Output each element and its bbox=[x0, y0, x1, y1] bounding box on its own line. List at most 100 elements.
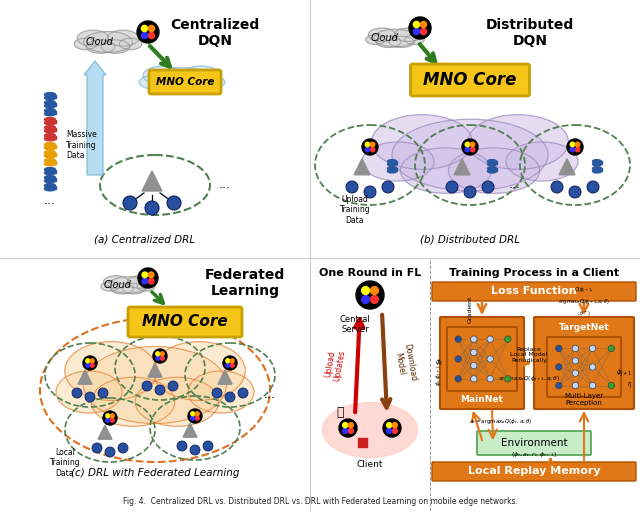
Circle shape bbox=[371, 296, 378, 303]
Ellipse shape bbox=[387, 160, 397, 163]
Ellipse shape bbox=[56, 371, 122, 413]
Circle shape bbox=[575, 148, 580, 152]
Ellipse shape bbox=[83, 346, 227, 424]
Ellipse shape bbox=[151, 68, 213, 93]
Circle shape bbox=[110, 418, 114, 422]
Circle shape bbox=[142, 381, 152, 391]
Ellipse shape bbox=[86, 40, 115, 53]
Polygon shape bbox=[218, 370, 232, 384]
Circle shape bbox=[342, 423, 348, 428]
Circle shape bbox=[356, 281, 384, 309]
Circle shape bbox=[504, 336, 511, 342]
Circle shape bbox=[455, 336, 461, 342]
Ellipse shape bbox=[394, 28, 422, 42]
Circle shape bbox=[567, 139, 583, 155]
Circle shape bbox=[572, 382, 579, 389]
Circle shape bbox=[106, 418, 109, 422]
Ellipse shape bbox=[387, 170, 397, 173]
Ellipse shape bbox=[45, 118, 56, 122]
Text: Download
Model: Download Model bbox=[392, 342, 418, 383]
Ellipse shape bbox=[488, 167, 497, 170]
Circle shape bbox=[155, 385, 165, 395]
Ellipse shape bbox=[45, 93, 56, 97]
Text: Multi-Layer
Perception: Multi-Layer Perception bbox=[564, 393, 604, 406]
Ellipse shape bbox=[153, 342, 245, 400]
Circle shape bbox=[371, 142, 375, 146]
Ellipse shape bbox=[401, 148, 492, 193]
Circle shape bbox=[191, 416, 195, 420]
Ellipse shape bbox=[372, 115, 472, 169]
Circle shape bbox=[587, 181, 599, 193]
FancyBboxPatch shape bbox=[128, 307, 242, 337]
Circle shape bbox=[86, 363, 90, 367]
Ellipse shape bbox=[45, 168, 56, 172]
Text: $\phi_j, \phi_{j+1}$: $\phi_j, \phi_{j+1}$ bbox=[435, 364, 445, 386]
Circle shape bbox=[105, 447, 115, 457]
Text: TargetNet: TargetNet bbox=[559, 323, 609, 332]
Text: Local
Training
Data: Local Training Data bbox=[50, 448, 80, 478]
Circle shape bbox=[106, 414, 109, 418]
Polygon shape bbox=[593, 169, 602, 171]
Circle shape bbox=[446, 181, 458, 193]
Text: One Round in FL: One Round in FL bbox=[319, 268, 421, 278]
Polygon shape bbox=[45, 170, 56, 173]
Circle shape bbox=[238, 388, 248, 398]
Ellipse shape bbox=[127, 276, 152, 288]
Polygon shape bbox=[45, 144, 56, 148]
FancyBboxPatch shape bbox=[477, 431, 591, 455]
Ellipse shape bbox=[45, 108, 56, 113]
Circle shape bbox=[141, 25, 148, 31]
Ellipse shape bbox=[374, 29, 416, 47]
Circle shape bbox=[413, 22, 420, 28]
Circle shape bbox=[148, 279, 154, 284]
Ellipse shape bbox=[45, 104, 56, 108]
Circle shape bbox=[392, 423, 397, 428]
Ellipse shape bbox=[173, 78, 209, 93]
Circle shape bbox=[572, 345, 579, 352]
Polygon shape bbox=[387, 169, 397, 171]
Ellipse shape bbox=[123, 283, 145, 294]
Text: MNO Core: MNO Core bbox=[142, 315, 228, 329]
Ellipse shape bbox=[392, 119, 548, 191]
Circle shape bbox=[203, 441, 213, 451]
Ellipse shape bbox=[45, 121, 56, 125]
Text: Local Replay Memory: Local Replay Memory bbox=[468, 467, 600, 476]
Ellipse shape bbox=[140, 76, 168, 89]
Circle shape bbox=[137, 21, 159, 43]
Circle shape bbox=[465, 148, 470, 152]
Ellipse shape bbox=[404, 35, 424, 44]
Circle shape bbox=[348, 428, 353, 433]
Circle shape bbox=[464, 186, 476, 198]
Ellipse shape bbox=[593, 162, 602, 166]
Circle shape bbox=[362, 139, 378, 155]
Circle shape bbox=[346, 181, 358, 193]
Text: Massive
Training
Data: Massive Training Data bbox=[66, 130, 97, 160]
Text: Cloud: Cloud bbox=[371, 33, 399, 43]
Ellipse shape bbox=[181, 66, 221, 85]
Text: Fig. 4.  Centralized DRL vs. Distributed DRL vs. DRL with Federated Learning on : Fig. 4. Centralized DRL vs. Distributed … bbox=[123, 497, 517, 506]
Polygon shape bbox=[45, 120, 56, 123]
Circle shape bbox=[148, 32, 155, 39]
Ellipse shape bbox=[137, 282, 155, 291]
Circle shape bbox=[470, 148, 475, 152]
Text: 🔥: 🔥 bbox=[336, 407, 344, 419]
Circle shape bbox=[190, 445, 200, 455]
Circle shape bbox=[470, 376, 477, 382]
Circle shape bbox=[92, 443, 102, 453]
Circle shape bbox=[83, 356, 97, 370]
Ellipse shape bbox=[109, 277, 147, 293]
FancyArrow shape bbox=[84, 61, 106, 175]
Text: Central
Server: Central Server bbox=[340, 315, 371, 335]
Text: (a) Centralized DRL: (a) Centralized DRL bbox=[95, 235, 196, 245]
Circle shape bbox=[145, 201, 159, 215]
Polygon shape bbox=[142, 171, 162, 191]
Ellipse shape bbox=[45, 146, 56, 150]
Circle shape bbox=[188, 409, 202, 423]
Circle shape bbox=[110, 414, 114, 418]
FancyBboxPatch shape bbox=[547, 337, 621, 397]
Circle shape bbox=[608, 345, 614, 352]
FancyBboxPatch shape bbox=[440, 317, 524, 409]
Text: Cloud: Cloud bbox=[86, 37, 114, 47]
Circle shape bbox=[142, 279, 148, 284]
Text: Environment: Environment bbox=[500, 438, 567, 448]
